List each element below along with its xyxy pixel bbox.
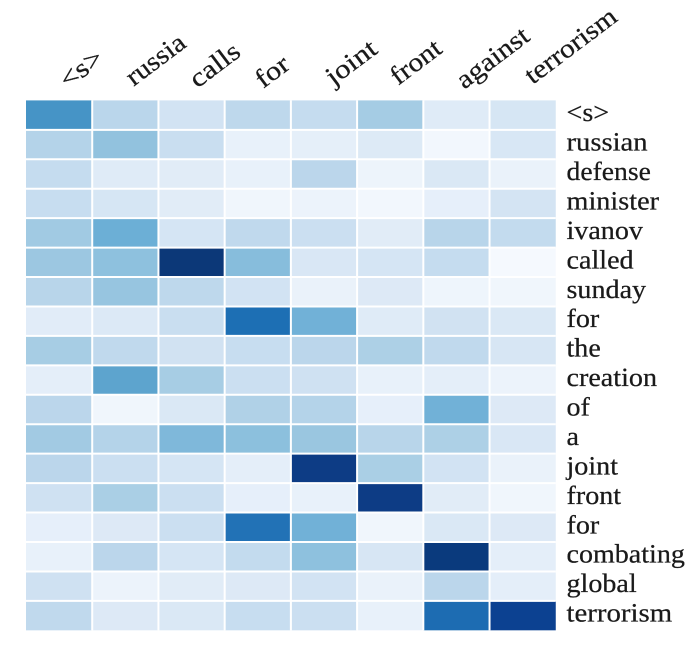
svg-text:global: global (567, 568, 637, 598)
svg-text:combating: combating (567, 539, 685, 569)
svg-text:the: the (567, 333, 601, 363)
svg-text:a: a (567, 421, 580, 451)
svg-text:defense: defense (567, 156, 651, 186)
svg-text:front: front (567, 480, 622, 510)
svg-text:joint: joint (565, 450, 618, 480)
svg-text:terrorism: terrorism (567, 598, 673, 628)
svg-text:creation: creation (567, 362, 658, 392)
svg-text:sunday: sunday (567, 274, 647, 304)
svg-text:minister: minister (567, 185, 660, 215)
svg-text:for: for (567, 509, 600, 539)
svg-text:of: of (567, 392, 591, 422)
svg-text:<s>: <s> (567, 97, 610, 127)
svg-text:called: called (567, 244, 634, 274)
svg-text:ivanov: ivanov (567, 215, 644, 245)
svg-text:russian: russian (567, 127, 648, 157)
svg-text:for: for (567, 303, 600, 333)
